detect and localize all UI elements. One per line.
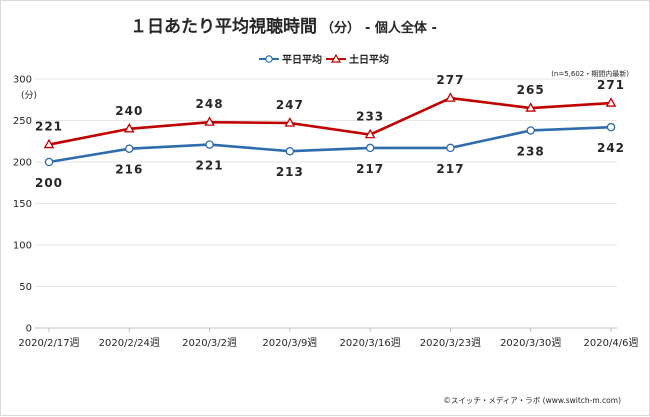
data-point [446,143,455,153]
y-tick-label: 0 [26,324,32,335]
data-label: 216 [115,163,143,177]
chart-title-unit: （分） [321,20,360,36]
data-point [364,128,376,139]
data-label: 248 [196,97,224,111]
y-tick-label: 250 [13,116,32,127]
gridlines [35,78,617,329]
x-tick-label: 2020/3/16週 [340,337,401,349]
data-label: 233 [356,110,384,124]
y-tick-label: 300 [13,75,32,86]
y-tick-label: 50 [19,282,32,293]
data-point [43,138,55,149]
data-point [525,102,537,112]
chart-subtitle: - 個人全体 - [365,20,437,36]
series-line-1 [48,125,612,164]
data-label: 242 [597,141,625,155]
data-label: 221 [196,159,224,173]
data-label: 200 [35,176,63,190]
data-point [606,122,616,132]
data-point [284,117,296,127]
legend: 平日平均 土日平均 [259,53,389,66]
data-label: 238 [517,144,545,158]
x-tick-label: 2020/3/30週 [500,337,561,349]
data-label: 265 [517,83,545,97]
y-tick-label: 100 [13,241,32,252]
y-tick-label: 150 [13,199,32,210]
data-point [365,143,375,153]
chart-title: １日あたり平均視聴時間 [130,16,317,37]
x-tick-label: 2020/3/2週 [182,337,237,349]
data-label: 240 [115,104,143,118]
data-point [205,140,214,149]
y-axis-unit: (分) [21,90,37,101]
x-axis-ticks: 2020/2/17週 2020/2/24週 2020/3/2週 2020/3/9週 20… [18,328,638,349]
sample-note: (n=5,602・期間内最新) [551,69,629,78]
x-tick-label: 2020/3/23週 [420,337,481,349]
x-tick-label: 2020/2/17週 [18,337,79,349]
legend-marker-weekday [265,55,273,63]
data-label: 221 [35,120,63,134]
legend-label-weekday: 平日平均 [282,53,322,66]
data-label: 217 [356,162,384,176]
data-label: 271 [597,78,625,92]
credit: ©スイッチ・メディア・ラボ (www.switch-m.com) [443,395,621,405]
data-point [123,122,135,133]
data-point [605,97,617,107]
x-tick-label: 2020/4/6週 [584,337,639,349]
series-layer [43,92,617,167]
y-axis-ticks: 0 50 100 150 200 250 300 [13,75,32,335]
legend-marker-weekend [330,53,342,63]
data-label: 213 [276,165,304,179]
data-point [44,157,54,167]
data-point [125,144,134,153]
x-tick-label: 2020/2/24週 [99,337,160,349]
data-point [285,146,295,156]
data-label: 247 [276,98,304,112]
x-tick-label: 2020/3/9週 [262,337,317,349]
data-label: 277 [436,73,464,87]
data-point [445,92,456,102]
data-point [204,116,215,126]
data-label: 217 [436,162,464,176]
data-labels: 200 216 221 213 217 217 238 242 221 240 248 247 233 2… [35,73,625,190]
series-line-2 [48,96,612,146]
legend-label-weekend: 土日平均 [349,53,389,66]
data-point [526,126,535,135]
y-tick-label: 200 [13,158,32,169]
